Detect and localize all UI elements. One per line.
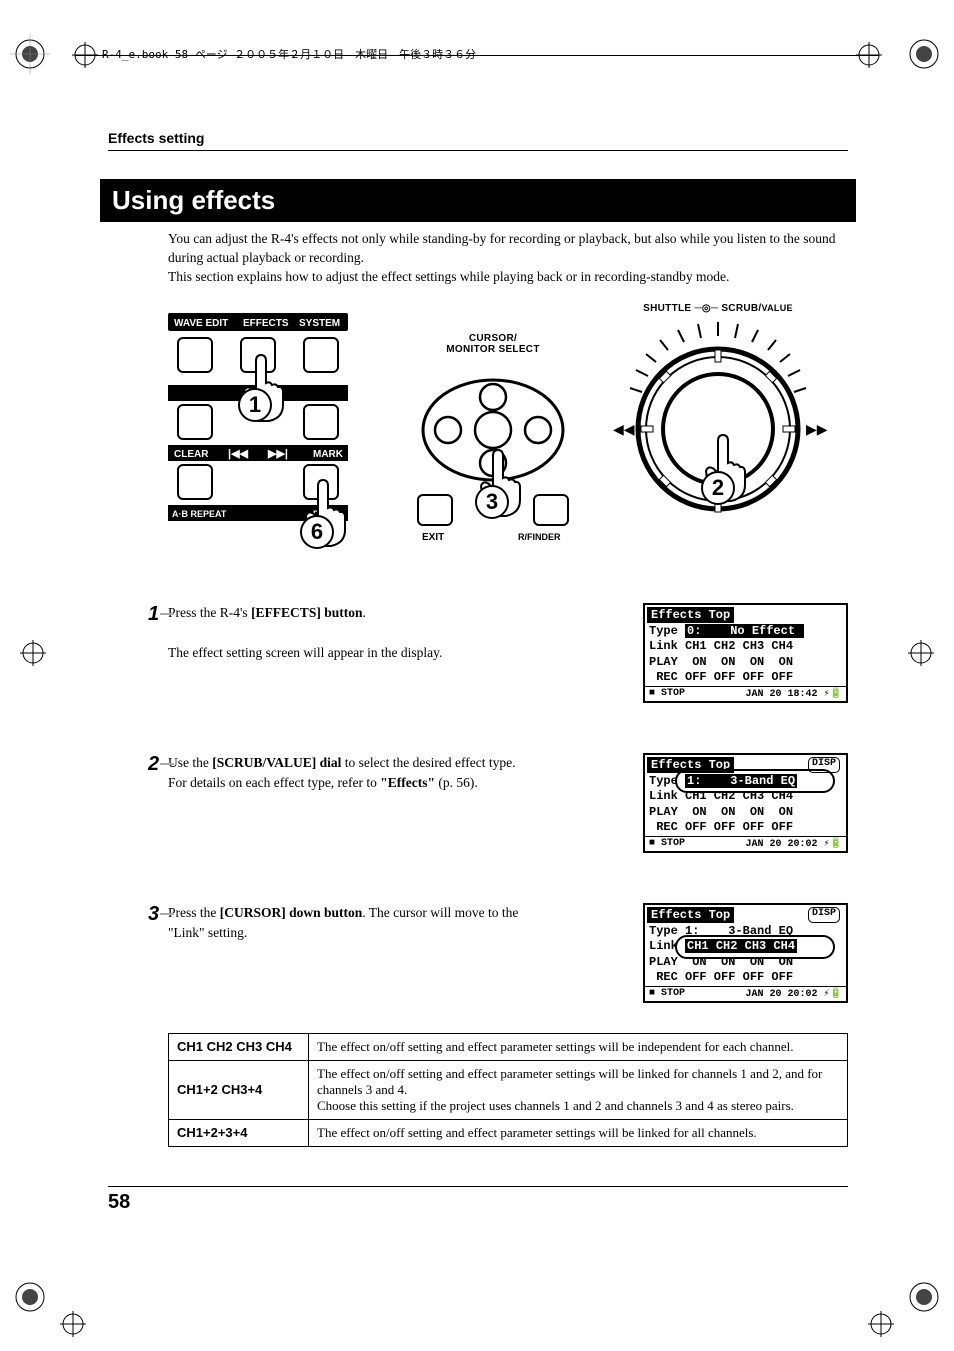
svg-text:SYSTEM: SYSTEM bbox=[299, 318, 340, 329]
step1-bold: [EFFECTS] button bbox=[251, 605, 362, 620]
cursor-highlight-icon bbox=[675, 935, 835, 959]
screen3-disp: DISP bbox=[808, 907, 840, 923]
marker-6: 6 bbox=[300, 515, 334, 549]
marker-1: 1 bbox=[238, 388, 272, 422]
sc1-r1a: Type bbox=[649, 624, 685, 638]
step2-bold: [SCRUB/VALUE] dial bbox=[212, 755, 341, 770]
intro-text: You can adjust the R-4's effects not onl… bbox=[108, 222, 848, 287]
marker-3: 3 bbox=[475, 485, 509, 519]
cursor-label1: CURSOR/ bbox=[398, 333, 588, 344]
crop-mark-icon bbox=[10, 1277, 50, 1317]
sc2-str: JAN 20 20:02 ⚡🔋 bbox=[746, 838, 842, 850]
table-key-1: CH1 CH2 CH3 CH4 bbox=[169, 1033, 309, 1060]
screen3-title: Effects Top bbox=[647, 907, 734, 923]
svg-text:A·B REPEAT: A·B REPEAT bbox=[172, 509, 227, 519]
registration-mark-icon bbox=[20, 640, 46, 666]
step-2: 2 Use the [SCRUB/VALUE] dial to select t… bbox=[108, 753, 848, 853]
table-row: CH1+2 CH3+4 The effect on/off setting an… bbox=[169, 1060, 848, 1119]
registration-mark-icon bbox=[868, 1311, 894, 1337]
intro-line2: This section explains how to adjust the … bbox=[168, 269, 729, 284]
svg-text:▶▶|: ▶▶| bbox=[267, 448, 288, 460]
sc2-r3: PLAY ON ON ON ON bbox=[649, 805, 842, 821]
svg-text:WAVE EDIT: WAVE EDIT bbox=[174, 318, 228, 329]
panel-buttons: WAVE EDIT EFFECTS SYSTEM M CLEAR |◀◀ ▶▶|… bbox=[168, 313, 348, 548]
sc3-str: JAN 20 20:02 ⚡🔋 bbox=[746, 988, 842, 1000]
sc3-stl: ■ STOP bbox=[649, 988, 685, 1000]
crop-mark-icon bbox=[10, 34, 50, 74]
table-key-2: CH1+2 CH3+4 bbox=[169, 1060, 309, 1119]
step-num-1: 1 bbox=[148, 603, 159, 626]
svg-text:◀◀: ◀◀ bbox=[613, 423, 635, 438]
step1-text-c: . bbox=[362, 605, 365, 620]
step1-text-b: The effect setting screen will appear in… bbox=[168, 645, 442, 660]
svg-text:R/FINDER: R/FINDER bbox=[518, 532, 561, 542]
cursor-label2: MONITOR SELECT bbox=[398, 344, 588, 355]
intro-line1: You can adjust the R-4's effects not onl… bbox=[168, 231, 835, 265]
sc1-stl: ■ STOP bbox=[649, 688, 685, 700]
svg-text:MARK: MARK bbox=[313, 449, 344, 460]
sc1-r1b: 0: No Effect bbox=[685, 624, 804, 638]
sc1-r2: Link CH1 CH2 CH3 CH4 bbox=[649, 639, 842, 655]
cursor-highlight-icon bbox=[675, 769, 835, 793]
table-key-3: CH1+2+3+4 bbox=[169, 1119, 309, 1146]
sc3-r4: REC OFF OFF OFF OFF bbox=[649, 970, 842, 986]
table-val-1: The effect on/off setting and effect par… bbox=[309, 1033, 848, 1060]
step2-c: For details on each effect type, refer t… bbox=[168, 775, 380, 790]
panel-scrub: SHUTTLE ─◎─ SCRUB/VALUE bbox=[588, 303, 848, 539]
step2-a: Use the bbox=[168, 755, 212, 770]
svg-text:▶▶: ▶▶ bbox=[806, 423, 828, 438]
step2-d: (p. 56). bbox=[435, 775, 478, 790]
step-3: 3 Press the [CURSOR] down button. The cu… bbox=[108, 903, 848, 1003]
svg-text:EFFECTS: EFFECTS bbox=[243, 318, 289, 329]
step3-a: Press the bbox=[168, 905, 220, 920]
step1-text-a: Press the R-4's bbox=[168, 605, 251, 620]
marker-2: 2 bbox=[701, 471, 735, 505]
step-num-3: 3 bbox=[148, 903, 159, 926]
table-row: CH1+2+3+4 The effect on/off setting and … bbox=[169, 1119, 848, 1146]
svg-text:|◀◀: |◀◀ bbox=[228, 448, 249, 460]
page-title: Using effects bbox=[100, 179, 856, 222]
header-file-info: R-4_e.book 58 ページ ２００５年２月１０日 木曜日 午後３時３６分 bbox=[102, 46, 476, 62]
screen-3: Effects TopDISP Type 1: 3-Band EQ Link C… bbox=[643, 903, 848, 1003]
svg-text:EXIT: EXIT bbox=[422, 532, 444, 543]
step3-bold: [CURSOR] down button bbox=[220, 905, 363, 920]
page-number: 58 bbox=[108, 1191, 130, 1214]
svg-text:CLEAR: CLEAR bbox=[174, 449, 209, 460]
table-val-2: The effect on/off setting and effect par… bbox=[309, 1060, 848, 1119]
sc2-r4: REC OFF OFF OFF OFF bbox=[649, 820, 842, 836]
screen1-title: Effects Top bbox=[647, 607, 734, 623]
crop-mark-icon bbox=[904, 34, 944, 74]
sc2-stl: ■ STOP bbox=[649, 838, 685, 850]
page-footer: 58 bbox=[108, 1186, 848, 1191]
sc1-r3: PLAY ON ON ON ON bbox=[649, 655, 842, 671]
step2-bold2: "Effects" bbox=[380, 775, 435, 790]
sc1-r4: REC OFF OFF OFF OFF bbox=[649, 670, 842, 686]
table-row: CH1 CH2 CH3 CH4 The effect on/off settin… bbox=[169, 1033, 848, 1060]
sc1-str: JAN 20 18:42 ⚡🔋 bbox=[746, 688, 842, 700]
screen-2: Effects TopDISP Type 1: 3-Band EQ Link C… bbox=[643, 753, 848, 853]
crop-mark-icon bbox=[904, 1277, 944, 1317]
section-label: Effects setting bbox=[108, 130, 848, 151]
registration-mark-icon bbox=[908, 640, 934, 666]
link-settings-table: CH1 CH2 CH3 CH4 The effect on/off settin… bbox=[168, 1033, 848, 1147]
registration-mark-icon bbox=[60, 1311, 86, 1337]
shuttle-label: SHUTTLE ─◎─ SCRUB/VALUE bbox=[643, 303, 793, 314]
panel-cursor: CURSOR/ MONITOR SELECT EXIT R/FINDER 3 bbox=[398, 333, 588, 550]
step-1: 1 Press the R-4's [EFFECTS] button. The … bbox=[108, 603, 848, 703]
diagram-area: WAVE EDIT EFFECTS SYSTEM M CLEAR |◀◀ ▶▶|… bbox=[108, 303, 848, 573]
step-num-2: 2 bbox=[148, 753, 159, 776]
table-val-3: The effect on/off setting and effect par… bbox=[309, 1119, 848, 1146]
screen-1: Effects Top Type 0: No Effect Link CH1 C… bbox=[643, 603, 848, 703]
step2-b: to select the desired effect type. bbox=[341, 755, 515, 770]
